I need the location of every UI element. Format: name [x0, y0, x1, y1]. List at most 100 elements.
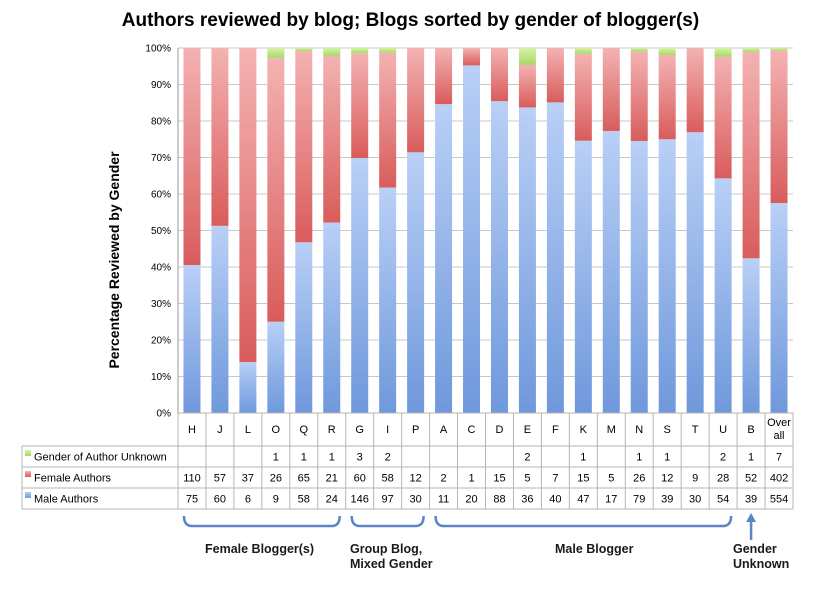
bar-segment	[742, 48, 760, 52]
bar-segment	[658, 139, 676, 413]
data-label: 88	[493, 494, 505, 506]
y-tick-label: 80%	[151, 117, 171, 128]
category-label: U	[719, 424, 727, 436]
bar-segment	[630, 140, 648, 414]
group-label-group-blog: Group Blog, Mixed Gender	[350, 542, 433, 571]
bar-segment	[267, 58, 285, 322]
bar-segment	[630, 51, 648, 141]
bar-segment	[602, 48, 620, 131]
data-label: 12	[661, 473, 673, 485]
data-label: 9	[692, 473, 698, 485]
chart-title: Authors reviewed by blog; Blogs sorted b…	[121, 10, 700, 31]
bar-segment	[463, 48, 481, 66]
bar-segment	[574, 48, 592, 54]
y-axis-ticks: 0% 10% 20% 30% 40% 50% 60% 70% 80% 90% 100%	[145, 44, 171, 420]
category-label: R	[328, 424, 336, 436]
data-label: 1	[301, 452, 307, 464]
category-label: S	[664, 424, 671, 436]
category-label: M	[607, 424, 616, 436]
data-label: 26	[270, 473, 282, 485]
y-tick-label: 70%	[151, 153, 171, 164]
bar-segment	[686, 132, 704, 413]
data-label: 12	[409, 473, 421, 485]
y-tick-label: 100%	[145, 44, 171, 55]
group-label-female-bloggers: Female Blogger(s)	[205, 542, 315, 556]
y-tick-label: 10%	[151, 372, 171, 383]
category-label: A	[440, 424, 448, 436]
y-tick-label: 60%	[151, 190, 171, 201]
category-label: Over	[767, 417, 791, 429]
data-label: 21	[326, 473, 338, 485]
category-label: H	[188, 424, 196, 436]
data-label: 110	[183, 473, 201, 485]
bar-segment	[351, 158, 369, 413]
bar-segment	[267, 48, 285, 59]
group-label-gender-unknown: Gender Unknown	[733, 542, 790, 571]
bar-segment	[574, 140, 592, 413]
bar-segment	[630, 48, 648, 52]
bar-segment	[490, 101, 508, 414]
bar-segment	[435, 48, 453, 105]
y-tick-label: 0%	[157, 409, 172, 420]
data-label: 54	[717, 494, 729, 506]
legend-swatch	[25, 471, 31, 477]
category-label: I	[386, 424, 389, 436]
bar-segment	[323, 55, 341, 223]
data-label: 2	[441, 473, 447, 485]
bar-segment	[267, 321, 285, 413]
data-label: 37	[242, 473, 254, 485]
category-label: J	[217, 424, 223, 436]
bar-segment	[435, 104, 453, 414]
data-label: 1	[273, 452, 279, 464]
bar-segment	[714, 56, 732, 179]
group-bracket	[350, 515, 425, 528]
bar-segment	[490, 48, 508, 102]
category-label: G	[355, 424, 364, 436]
data-label: 52	[745, 473, 757, 485]
legend-swatch	[25, 450, 31, 456]
category-label: F	[552, 424, 559, 436]
data-label: 1	[468, 473, 474, 485]
legend-label: Female Authors	[34, 473, 112, 485]
data-label: 79	[633, 494, 645, 506]
data-label: 1	[636, 452, 642, 464]
bar-segment	[463, 65, 481, 413]
data-label: 47	[577, 494, 589, 506]
bar-segment	[770, 48, 788, 51]
bar-segment	[574, 53, 592, 141]
bar-segment	[239, 48, 257, 363]
data-label: 15	[577, 473, 589, 485]
data-label: 75	[186, 494, 198, 506]
data-label: 5	[608, 473, 614, 485]
data-label: 24	[326, 494, 338, 506]
bar-segment	[295, 242, 313, 413]
data-label: 57	[214, 473, 226, 485]
data-label: 11	[438, 494, 449, 506]
bar-segment	[742, 51, 760, 259]
category-label: D	[496, 424, 504, 436]
bar-segment	[714, 48, 732, 57]
group-bracket	[434, 515, 733, 528]
data-label: 15	[493, 473, 505, 485]
data-label: 65	[298, 473, 310, 485]
bar-segment	[211, 225, 229, 413]
bar-segment	[295, 48, 313, 51]
data-label: 1	[664, 452, 670, 464]
data-label: 2	[385, 452, 391, 464]
data-label: 1	[580, 452, 586, 464]
data-label: 2	[720, 452, 726, 464]
data-label: 30	[409, 494, 421, 506]
data-label: 146	[351, 494, 369, 506]
category-label: P	[412, 424, 419, 436]
data-label: 7	[776, 452, 782, 464]
category-label: B	[747, 424, 754, 436]
group-bracket	[182, 515, 341, 528]
data-label: 9	[273, 494, 279, 506]
bar-segment	[518, 64, 536, 108]
data-label: 60	[214, 494, 226, 506]
bar-segment	[211, 48, 229, 226]
legend-swatch	[25, 492, 31, 498]
data-label: 39	[661, 494, 673, 506]
bar-segment	[295, 50, 313, 243]
data-label: 554	[770, 494, 788, 506]
